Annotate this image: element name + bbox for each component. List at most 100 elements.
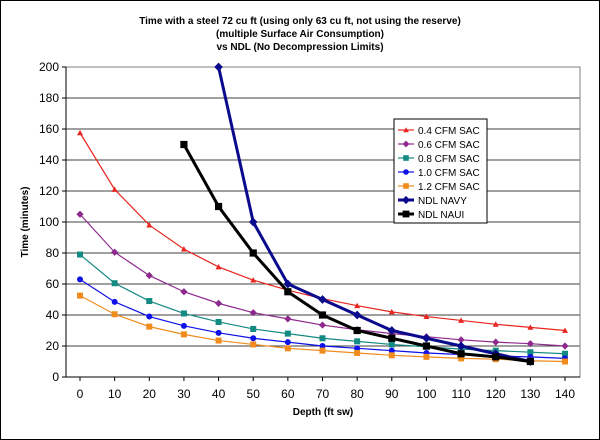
data-point: [215, 263, 222, 270]
data-point: [76, 210, 84, 218]
data-point: [526, 340, 534, 348]
x-tick-label: 90: [385, 387, 399, 401]
data-point: [146, 298, 153, 305]
legend-entry: 1.2 CFM SAC: [398, 182, 480, 193]
y-tick-label: 60: [46, 277, 60, 291]
data-point: [457, 336, 465, 344]
chart-subtitle-2: vs NDL (No Decompression Limits): [216, 42, 384, 53]
data-point: [284, 315, 292, 323]
data-point: [215, 318, 222, 325]
x-tick-label: 80: [350, 387, 364, 401]
legend-label: 0.6 CFM SAC: [418, 140, 480, 151]
data-point: [180, 246, 187, 252]
legend-entry: 0.8 CFM SAC: [398, 154, 480, 165]
data-point: [111, 186, 118, 192]
legend-marker: [403, 169, 409, 175]
data-point: [492, 321, 499, 327]
data-point: [562, 327, 568, 333]
data-point: [388, 352, 395, 359]
data-point: [250, 325, 257, 332]
y-tick-label: 120: [39, 184, 59, 198]
data-point: [283, 279, 293, 289]
data-point: [388, 308, 395, 315]
legend-marker: [402, 210, 410, 218]
x-tick-label: 130: [520, 387, 540, 401]
x-tick-label: 0: [77, 387, 84, 401]
data-point: [180, 331, 187, 338]
x-tick-label: 100: [416, 387, 436, 401]
data-point: [388, 347, 395, 354]
data-point: [354, 338, 361, 345]
x-tick-label: 10: [108, 387, 122, 401]
legend-marker: [403, 127, 409, 133]
data-point: [248, 217, 258, 227]
data-point: [284, 339, 291, 346]
legend-box: [393, 118, 488, 224]
data-point: [527, 349, 534, 356]
data-point: [562, 350, 568, 357]
data-point: [180, 322, 187, 329]
data-point: [111, 280, 118, 287]
series-0-6-cfm-sac: [76, 210, 569, 350]
data-point: [180, 288, 188, 296]
data-point: [284, 288, 292, 296]
data-point: [111, 248, 119, 256]
data-point: [180, 140, 188, 149]
data-point: [318, 295, 327, 304]
y-tick-label: 140: [39, 153, 59, 167]
data-point: [458, 355, 465, 362]
data-point: [214, 202, 223, 211]
legend-label: NDL NAUI: [418, 210, 464, 221]
data-point: [353, 326, 361, 335]
data-point: [318, 311, 327, 319]
data-point: [354, 345, 361, 352]
data-point: [214, 62, 223, 72]
legend: 0.4 CFM SAC 0.6 CFM SAC 0.8 CFM SAC 1.0 CFM…: [393, 118, 488, 224]
data-point: [77, 251, 83, 258]
legend-marker: [403, 183, 409, 189]
data-point: [318, 321, 327, 329]
legend-label: 1.2 CFM SAC: [418, 182, 480, 193]
legend-marker: [401, 195, 411, 205]
x-tick-label: 120: [486, 387, 506, 401]
data-point: [561, 342, 569, 350]
data-point: [492, 353, 500, 361]
data-point: [249, 249, 257, 257]
y-tick-label: 80: [46, 246, 60, 260]
y-axis-label: Time (minutes): [20, 187, 31, 258]
chart-subtitle-1: (multiple Surface Air Consumption): [216, 29, 384, 40]
data-point: [457, 350, 465, 358]
data-point: [388, 334, 396, 342]
data-point: [146, 313, 153, 320]
data-point: [145, 271, 153, 280]
x-tick-label: 40: [212, 387, 226, 401]
data-point: [146, 222, 153, 228]
data-point: [319, 343, 326, 349]
data-point: [422, 333, 431, 343]
data-point: [492, 338, 500, 346]
legend-label: NDL NAVY: [418, 196, 467, 207]
x-tick-label: 60: [281, 387, 295, 401]
data-point: [214, 299, 223, 307]
data-point: [284, 345, 291, 352]
data-point: [111, 298, 118, 305]
data-point: [215, 329, 222, 336]
gridlines: [66, 66, 580, 378]
data-point: [111, 311, 118, 318]
y-tick-label: 160: [39, 122, 59, 136]
data-point: [319, 335, 326, 342]
data-point: [354, 302, 361, 309]
data-point: [456, 341, 466, 351]
data-point: [250, 335, 257, 342]
data-point: [319, 347, 326, 354]
legend-marker: [402, 140, 410, 148]
data-point: [526, 357, 534, 366]
x-axis: 0 10 20 30 40 50 60 70 80 90 100 110 120 130 140: [65, 67, 580, 401]
x-tick-label: 140: [555, 387, 575, 401]
data-point: [422, 342, 431, 350]
data-point: [146, 323, 153, 330]
legend-label: 0.4 CFM SAC: [418, 126, 480, 137]
y-tick-label: 0: [52, 370, 59, 384]
data-point: [77, 292, 83, 299]
